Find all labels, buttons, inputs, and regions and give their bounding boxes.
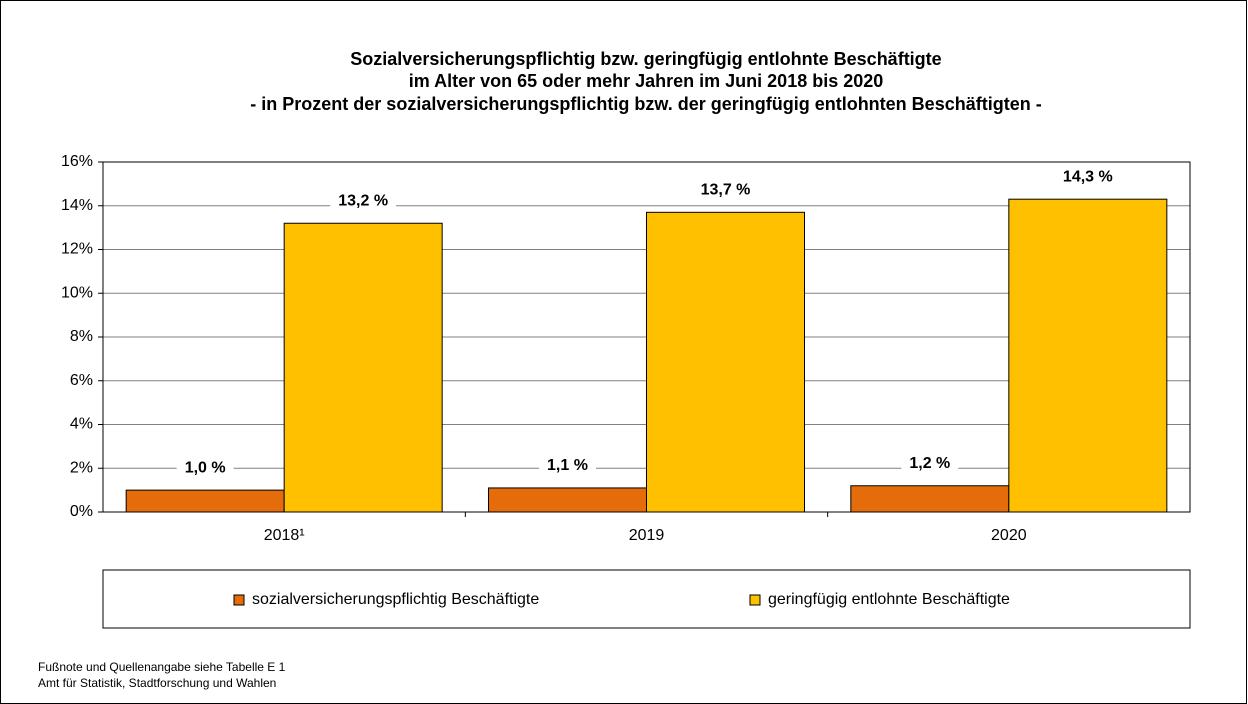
y-tick-label: 0%	[70, 503, 93, 520]
footnote: Fußnote und Quellenangabe siehe Tabelle …	[38, 660, 286, 674]
legend-swatch	[233, 594, 245, 606]
chart-title: im Alter von 65 oder mehr Jahren im Juni…	[409, 71, 884, 91]
plot-border	[102, 161, 1191, 513]
value-label-bg	[901, 453, 959, 474]
value-label: 1,2 %	[909, 455, 950, 472]
bar	[283, 222, 443, 513]
legend-label: sozialversicherungspflichtig Beschäftigt…	[252, 591, 539, 608]
bar	[850, 485, 1010, 513]
value-label-bg	[539, 455, 596, 476]
bar	[488, 487, 647, 513]
y-tick-label: 2%	[70, 459, 93, 476]
bar	[1008, 198, 1168, 513]
value-label: 13,7 %	[701, 182, 751, 199]
value-label: 1,0 %	[185, 459, 226, 476]
chart-subtitle: - in Prozent der sozialversicherungspfli…	[250, 94, 1041, 114]
y-tick-label: 12%	[61, 241, 93, 258]
y-tick-label: 10%	[61, 284, 93, 301]
value-label-bg	[692, 180, 759, 201]
value-label-bg	[330, 191, 397, 212]
y-tick-label: 4%	[70, 416, 93, 433]
legend-label: geringfügig entlohnte Beschäftigte	[768, 591, 1010, 608]
value-label: 14,3 %	[1063, 168, 1113, 185]
value-label-bg	[176, 458, 234, 479]
x-tick-label: 2020	[991, 527, 1027, 544]
x-tick-label: 2019	[629, 527, 665, 544]
legend-box	[102, 569, 1191, 629]
y-tick-label: 6%	[70, 372, 93, 389]
y-tick-label: 14%	[61, 197, 93, 214]
footnote: Amt für Statistik, Stadtforschung und Wa…	[38, 676, 276, 690]
value-label: 13,2 %	[338, 192, 388, 209]
value-label-bg	[1054, 167, 1121, 188]
y-tick-label: 16%	[61, 153, 93, 170]
value-label: 1,1 %	[547, 457, 588, 474]
legend-swatch	[749, 594, 761, 606]
bar	[646, 211, 805, 513]
y-tick-label: 8%	[70, 328, 93, 345]
chart-title: Sozialversicherungspflichtig bzw. gering…	[350, 49, 941, 69]
bar	[125, 489, 285, 513]
x-tick-label: 2018¹	[264, 527, 305, 544]
